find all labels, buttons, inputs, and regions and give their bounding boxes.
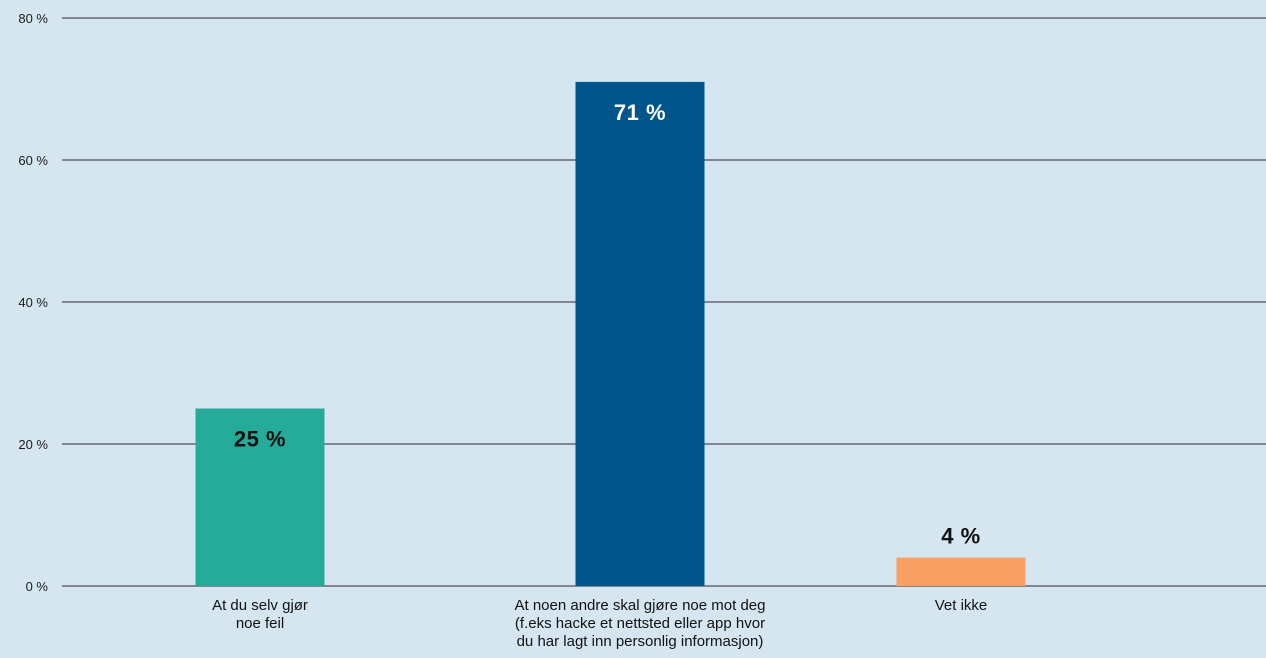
category-label-2: At noen andre skal gjøre noe mot deg (515, 597, 766, 614)
category-label-1: At du selv gjør (212, 597, 308, 614)
bar-3 (896, 557, 1026, 586)
y-tick-label: 40 % (18, 295, 48, 310)
bars (195, 81, 1026, 587)
category-label-1: noe feil (236, 615, 284, 632)
y-tick-label: 80 % (18, 11, 48, 26)
category-label-2: (f.eks hacke et nettsted eller app hvor (515, 615, 765, 632)
data-label-3: 4 % (941, 524, 980, 549)
category-label-2: du har lagt inn personlig informasjon) (517, 633, 764, 650)
bar-1 (195, 408, 325, 586)
y-axis-ticks: 0 % 20 % 40 % 60 % 80 % (18, 11, 48, 594)
category-label-3: Vet ikke (935, 597, 988, 614)
y-tick-label: 60 % (18, 153, 48, 168)
y-tick-label: 0 % (26, 579, 49, 594)
data-label-1: 25 % (234, 427, 286, 452)
data-label-2: 71 % (614, 100, 666, 125)
data-labels: 25 % 71 % 4 % (234, 100, 980, 549)
y-tick-label: 20 % (18, 437, 48, 452)
bar-2 (575, 81, 705, 587)
